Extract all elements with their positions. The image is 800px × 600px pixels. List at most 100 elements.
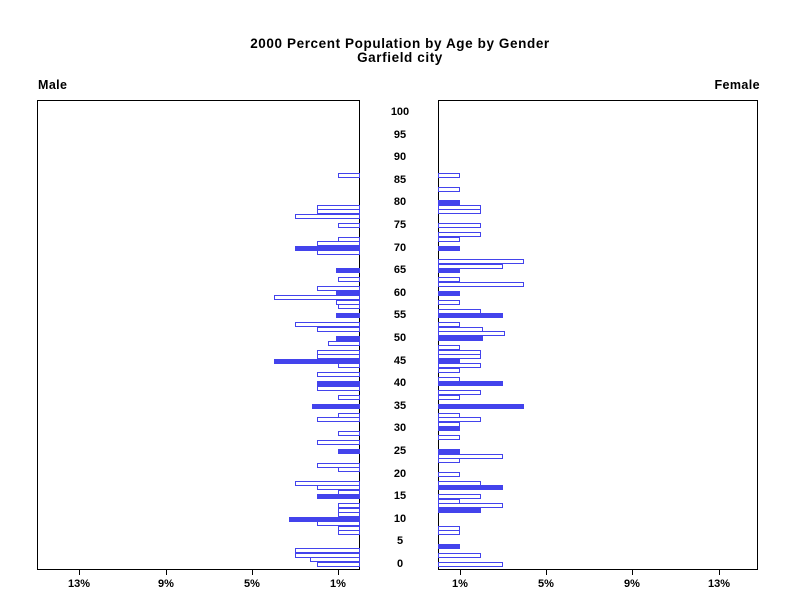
bar-male-age-8 <box>338 525 360 531</box>
bar-female-age-13 <box>438 503 503 509</box>
bar-female-age-4 <box>438 543 460 549</box>
bar-male-age-35 <box>312 403 360 409</box>
bar-female-age-37 <box>438 394 460 400</box>
age-tick-label-25: 25 <box>393 445 407 457</box>
bar-male-age-52 <box>317 326 360 332</box>
bar-female-age-44 <box>438 363 481 369</box>
bar-male-age-75 <box>338 223 360 228</box>
age-tick-label-40: 40 <box>393 377 407 390</box>
male-pyramid-panel <box>37 100 360 570</box>
female-pct-label-13: 13% <box>707 578 731 590</box>
age-tick-label-30: 30 <box>393 422 407 435</box>
bar-male-age-29 <box>338 430 360 436</box>
bar-female-age-80 <box>438 200 460 206</box>
bar-male-age-1 <box>310 557 360 563</box>
bar-female-age-40 <box>438 381 503 387</box>
bar-male-age-45 <box>274 358 360 364</box>
bar-male-age-72 <box>338 236 360 242</box>
female-pct-tick-5 <box>546 570 547 575</box>
bar-female-age-55 <box>438 313 503 319</box>
bar-female-age-12 <box>438 507 481 513</box>
bar-female-age-67 <box>438 259 524 265</box>
bar-female-age-73 <box>438 232 481 238</box>
male-pct-label-1: 1% <box>330 578 346 590</box>
bar-female-age-70 <box>438 245 460 251</box>
bar-male-age-13 <box>338 503 360 509</box>
age-tick-label-10: 10 <box>393 512 407 525</box>
male-pct-label-13: 13% <box>67 578 91 590</box>
female-panel-label: Female <box>714 78 760 92</box>
male-pct-label-9: 9% <box>158 578 174 590</box>
bar-male-age-79 <box>317 204 360 210</box>
bar-male-age-58 <box>336 299 360 305</box>
bar-male-age-32 <box>317 417 360 423</box>
bar-male-age-49 <box>328 340 360 346</box>
bar-male-age-0 <box>317 562 360 567</box>
bar-female-age-72 <box>438 236 460 242</box>
bar-female-age-7 <box>438 530 460 536</box>
bar-male-age-9 <box>317 521 360 527</box>
bar-female-age-78 <box>438 209 481 215</box>
male-pct-tick-5 <box>252 570 253 575</box>
bar-female-age-53 <box>438 322 460 328</box>
male-panel-label: Male <box>38 78 68 92</box>
age-tick-label-55: 55 <box>393 309 407 322</box>
bar-female-age-33 <box>438 412 460 418</box>
bar-male-age-44 <box>338 363 360 369</box>
bar-female-age-30 <box>438 426 460 432</box>
age-tick-label-100: 100 <box>390 106 410 118</box>
bar-male-age-18 <box>295 480 360 486</box>
bar-female-age-14 <box>438 498 460 504</box>
bar-male-age-63 <box>338 277 360 283</box>
female-pct-tick-9 <box>632 570 633 575</box>
female-pct-tick-13 <box>719 570 720 575</box>
female-pyramid-panel <box>438 100 758 570</box>
age-tick-label-35: 35 <box>393 399 407 412</box>
bar-male-age-22 <box>317 462 360 468</box>
bar-male-age-42 <box>317 372 360 378</box>
bar-female-age-50 <box>438 336 483 341</box>
bar-male-age-7 <box>338 530 360 536</box>
bar-male-age-86 <box>338 173 360 179</box>
age-tick-label-45: 45 <box>393 354 407 367</box>
bar-female-age-66 <box>438 263 503 269</box>
bar-female-age-15 <box>438 494 481 500</box>
bar-female-age-23 <box>438 458 460 464</box>
male-pct-label-5: 5% <box>244 578 260 590</box>
bar-female-age-2 <box>438 552 481 558</box>
chart-title-line1: 2000 Percent Population by Age by Gender <box>250 36 550 51</box>
bar-female-age-52 <box>438 326 483 332</box>
age-tick-label-75: 75 <box>393 219 407 231</box>
bar-female-age-43 <box>438 367 460 373</box>
age-tick-label-80: 80 <box>393 196 407 209</box>
bar-male-age-37 <box>338 394 360 400</box>
bar-male-age-47 <box>317 349 360 355</box>
bar-female-age-47 <box>438 349 481 355</box>
bar-female-age-56 <box>438 308 481 314</box>
bar-male-age-77 <box>295 213 360 219</box>
male-pct-tick-1 <box>338 570 339 575</box>
female-pct-label-9: 9% <box>624 578 640 590</box>
age-tick-label-90: 90 <box>393 151 407 164</box>
bar-female-age-8 <box>438 525 460 531</box>
age-tick-label-95: 95 <box>393 128 407 141</box>
bar-male-age-60 <box>336 290 360 296</box>
bar-male-age-27 <box>317 439 360 445</box>
bar-male-age-10 <box>289 516 360 522</box>
bar-male-age-2 <box>295 552 360 558</box>
bar-female-age-41 <box>438 376 460 382</box>
female-pct-label-1: 1% <box>452 578 468 590</box>
bar-male-age-15 <box>317 494 360 500</box>
bar-female-age-86 <box>438 173 460 179</box>
bar-male-age-71 <box>317 241 360 247</box>
bar-male-age-25 <box>338 449 360 454</box>
bar-male-age-11 <box>338 512 360 518</box>
bar-female-age-83 <box>438 186 460 192</box>
bar-male-age-59 <box>274 295 360 301</box>
bar-female-age-63 <box>438 277 460 283</box>
bar-male-age-3 <box>295 548 360 554</box>
female-pct-tick-1 <box>460 570 461 575</box>
bar-female-age-58 <box>438 299 460 305</box>
bar-male-age-70 <box>295 245 360 251</box>
